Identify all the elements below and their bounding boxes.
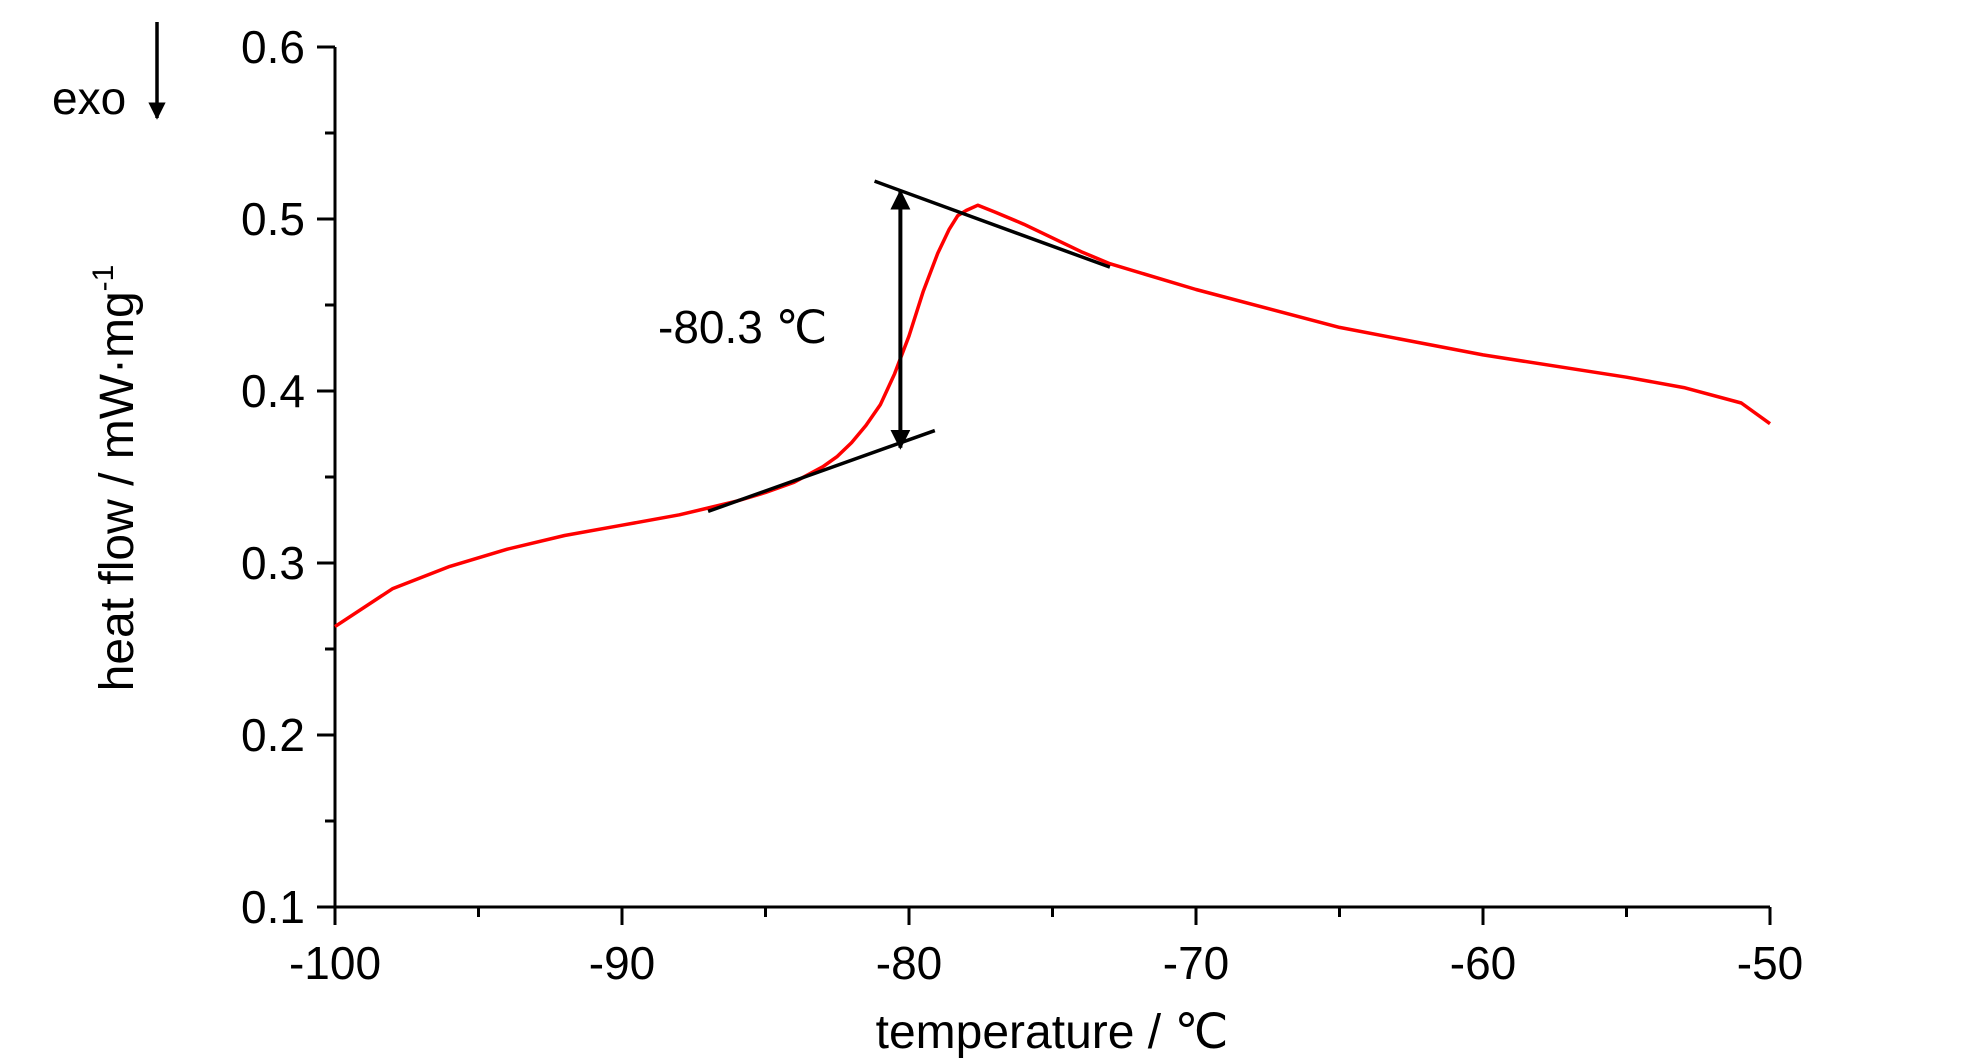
- x-tick-label: -90: [589, 937, 655, 989]
- y-tick-label: 0.2: [241, 709, 305, 761]
- y-axis-title-text: heat flow / mW·mg: [91, 291, 144, 691]
- y-axis-title: heat flow / mW·mg-1: [87, 265, 144, 692]
- x-tick-label: -80: [876, 937, 942, 989]
- y-tick-label: 0.1: [241, 881, 305, 933]
- y-tick-label: 0.5: [241, 193, 305, 245]
- x-tick-label: -60: [1450, 937, 1516, 989]
- y-axis-title-exponent: -1: [87, 265, 120, 292]
- heat-flow-curve: [334, 203, 1772, 629]
- x-tick-label: -50: [1737, 937, 1803, 989]
- y-tick-label: 0.4: [241, 365, 305, 417]
- x-tick-label: -100: [289, 937, 381, 989]
- upper-baseline-tangent: [873, 179, 1111, 269]
- x-axis-title: temperature / ℃: [876, 1006, 1229, 1059]
- x-ticks: -100 -90 -80 -70 -60 -50: [289, 907, 1803, 989]
- svg-text:heat flow / mW·mg-1: heat flow / mW·mg-1: [87, 265, 144, 692]
- x-tick-label: -70: [1163, 937, 1229, 989]
- y-tick-label: 0.3: [241, 537, 305, 589]
- y-tick-label: 0.6: [241, 21, 305, 73]
- exo-label: exo: [52, 72, 126, 124]
- y-ticks: 0.1 0.2 0.3 0.4 0.5 0.6: [241, 21, 335, 933]
- transition-temperature-label: -80.3 ℃: [658, 301, 827, 353]
